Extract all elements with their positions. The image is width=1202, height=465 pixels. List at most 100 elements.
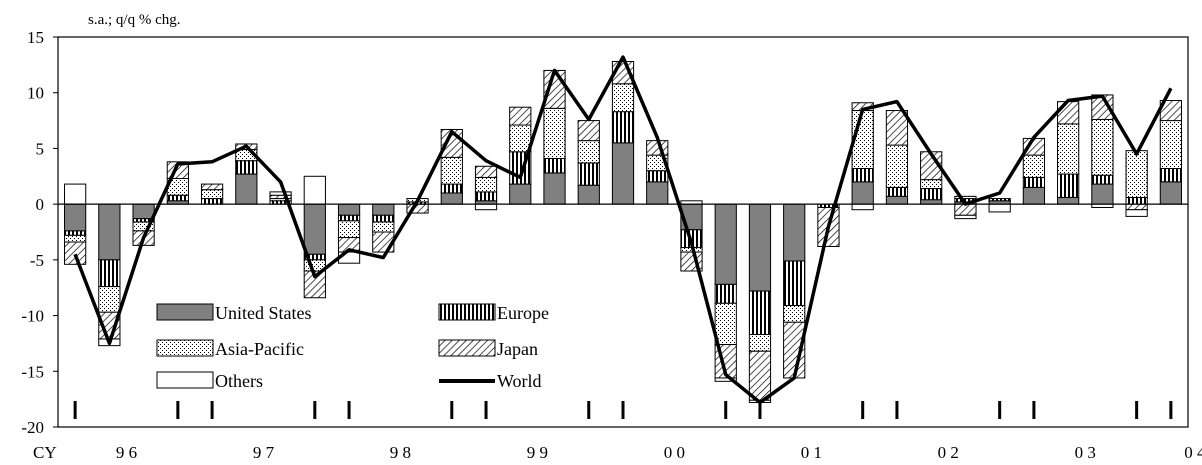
bar-segment-united-states [851,181,874,205]
bar-segment-united-states [611,142,635,205]
bar-segment-others [714,377,737,382]
bar-segment-united-states [509,183,532,205]
bar-segment-europe [748,290,772,336]
bar-segment-europe [64,230,87,236]
bar-segment-europe [474,191,498,202]
bar-segment-japan [1057,101,1080,125]
bar-segment-united-states [372,203,395,216]
bar-segment-others [64,183,87,205]
bar-segment-united-states [98,203,121,261]
bar-segment-united-states [440,192,463,205]
bar-segment-united-states [1022,186,1046,205]
y-tick-label: 10 [27,84,44,103]
bar-segment-europe [885,186,909,197]
legend-swatch-europe [438,303,496,321]
bar-segment-japan [509,106,532,126]
bar-segment-japan [748,350,772,401]
x-axis: CY 9 6 9 7 9 8 9 9 0 0 0 1 0 2 0 3 0 4 [33,401,1202,462]
y-tick-label: -15 [21,362,44,381]
bar-segment-others [988,203,1011,213]
bar-segment-europe [166,194,189,202]
bar-segment-asia-pacific [543,107,566,159]
x-year-label: 0 3 [1075,443,1096,462]
y-tick-label: -20 [21,418,44,437]
legend-swatch-japan [438,339,496,357]
bar-segment-united-states [235,173,258,205]
bar-segment-europe [783,260,806,307]
x-year-label: 9 7 [253,443,275,462]
bar-segment-united-states [577,184,600,205]
bar-segment-united-states [885,195,909,205]
bar-segment-united-states [1057,196,1080,205]
bar-segment-united-states [714,203,737,285]
bar-segment-asia-pacific [611,83,635,113]
bar-segment-europe [1125,196,1148,205]
bar-segment-asia-pacific [1125,150,1148,198]
bar-segment-united-states [748,203,772,292]
bar-segment-united-states [132,203,155,220]
bar-segment-europe [98,259,121,288]
bar-segment-united-states [920,199,943,205]
y-tick-label: 0 [36,195,45,214]
bar-segment-asia-pacific [714,302,737,346]
bar-segment-europe [235,160,258,175]
bar-segment-europe [200,198,224,205]
x-year-label: 9 9 [527,443,548,462]
bar-segment-others [474,203,498,211]
bar-segment-europe [611,111,635,144]
bar-segment-europe [1091,174,1114,185]
bar-segment-europe [337,214,361,222]
x-year-label: 9 8 [390,443,411,462]
bar-segment-europe [1022,176,1046,188]
bar-segment-asia-pacific [1159,120,1182,169]
x-year-label: 0 2 [938,443,959,462]
bar-segment-asia-pacific [920,179,943,190]
x-year-label: 0 0 [664,443,685,462]
bar-segment-asia-pacific [200,189,224,200]
bar-segment-europe [920,188,943,201]
bar-segment-europe [1057,173,1080,198]
x-year-label: 0 4 [1184,443,1202,462]
legend-swatch-others [156,371,214,389]
y-tick-label: -5 [30,251,44,270]
bar-segment-asia-pacific [577,140,600,164]
legend-swatch-asia-pacific [156,339,214,357]
y-tick-label: 5 [36,139,45,158]
legend-label-united-states: United States [215,303,312,323]
y-axis: 15 10 5 0 -5 -10 -15 -20 [21,28,1189,437]
bar-segment-japan [1125,203,1148,211]
x-year-label: 9 6 [116,443,137,462]
bar-segment-others [303,175,326,205]
bar-segment-asia-pacific [885,144,909,188]
bar-segment-europe [714,283,737,304]
bar-segment-asia-pacific [440,156,463,185]
bar-segment-united-states [543,172,566,205]
bar-segment-japan [885,110,909,146]
y-tick-label: 15 [27,28,44,47]
bar-segment-europe [372,214,395,223]
bar-segment-united-states [1159,181,1182,205]
bar-segment-others [851,203,874,211]
bar-segment-asia-pacific [748,334,772,352]
bar-segment-asia-pacific [783,305,806,323]
bar-segment-others [269,191,292,196]
bar-segment-europe [851,167,874,183]
legend-label-europe: Europe [497,303,549,323]
bar-segment-asia-pacific [1057,123,1080,175]
bar-segment-others [1125,209,1148,217]
world-line [73,55,1173,405]
legend-swatch-united-states [156,303,214,321]
bar-segment-europe [543,157,566,174]
bar-segment-others [954,214,977,220]
bar-segment-united-states [64,203,87,232]
bar-segment-japan [64,241,87,265]
bar-segment-united-states [1091,183,1114,205]
x-year-label: 0 1 [801,443,822,462]
plot-frame [57,36,1189,428]
legend: United States Europe Asia-Pacific Japan Othe… [156,303,549,391]
bar-segment-europe [646,170,669,183]
bar-segment-asia-pacific [474,176,498,193]
bar-segment-asia-pacific [1091,118,1114,176]
